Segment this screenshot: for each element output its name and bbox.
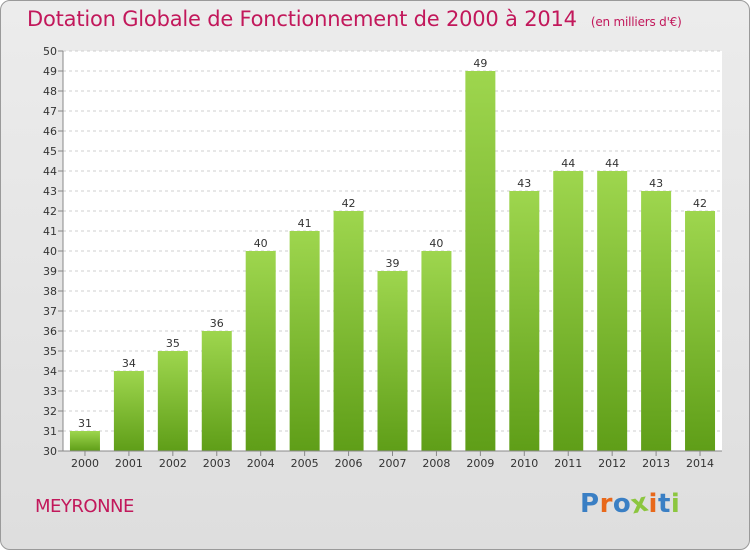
x-tick-label: 2011 bbox=[554, 457, 582, 470]
y-tick-label: 38 bbox=[43, 285, 57, 298]
bar-value-label: 42 bbox=[693, 197, 707, 210]
x-tick-label: 2007 bbox=[379, 457, 407, 470]
bar bbox=[289, 231, 320, 451]
bar-value-label: 40 bbox=[429, 237, 443, 250]
x-tick-label: 2009 bbox=[466, 457, 494, 470]
x-tick-label: 2008 bbox=[422, 457, 450, 470]
bar-value-label: 43 bbox=[649, 177, 663, 190]
y-tick-label: 44 bbox=[43, 165, 57, 178]
bar-value-label: 44 bbox=[605, 157, 619, 170]
bar-value-label: 42 bbox=[342, 197, 356, 210]
chart-title: Dotation Globale de Fonctionnement de 20… bbox=[27, 7, 682, 31]
bar bbox=[509, 191, 540, 451]
bar bbox=[465, 71, 496, 451]
bar-value-label: 34 bbox=[122, 357, 136, 370]
x-tick-label: 2014 bbox=[686, 457, 714, 470]
y-tick-label: 40 bbox=[43, 245, 57, 258]
bar-value-label: 41 bbox=[298, 217, 312, 230]
logo-letter: P bbox=[580, 489, 600, 519]
bar bbox=[553, 171, 584, 451]
bar-value-label: 31 bbox=[78, 417, 92, 430]
bar bbox=[201, 331, 232, 451]
y-tick-label: 45 bbox=[43, 145, 57, 158]
y-tick-label: 36 bbox=[43, 325, 57, 338]
x-tick-label: 2001 bbox=[115, 457, 143, 470]
y-tick-label: 42 bbox=[43, 205, 57, 218]
y-tick-label: 33 bbox=[43, 385, 57, 398]
y-tick-label: 32 bbox=[43, 405, 57, 418]
bar-value-label: 39 bbox=[386, 257, 400, 270]
bar bbox=[245, 251, 276, 451]
logo-letter: i bbox=[670, 489, 681, 519]
y-tick-label: 35 bbox=[43, 345, 57, 358]
commune-name: MEYRONNE bbox=[35, 496, 134, 517]
y-tick-label: 30 bbox=[43, 445, 57, 458]
x-tick-label: 2006 bbox=[335, 457, 363, 470]
x-tick-label: 2000 bbox=[71, 457, 99, 470]
bar bbox=[685, 211, 716, 451]
x-tick-label: 2010 bbox=[510, 457, 538, 470]
bar-value-label: 36 bbox=[210, 317, 224, 330]
chart-title-text: Dotation Globale de Fonctionnement de 20… bbox=[27, 7, 577, 31]
bar bbox=[597, 171, 628, 451]
logo-letter: i bbox=[648, 489, 658, 519]
y-tick-label: 48 bbox=[43, 85, 57, 98]
y-tick-label: 41 bbox=[43, 225, 57, 238]
y-tick-label: 34 bbox=[43, 365, 57, 378]
x-tick-label: 2002 bbox=[159, 457, 187, 470]
y-tick-label: 31 bbox=[43, 425, 57, 438]
x-tick-label: 2003 bbox=[203, 457, 231, 470]
logo-letter: o bbox=[612, 489, 632, 519]
y-axis: 30 31 32 33 34 35 36 37 38 39 40 41 42 43 44 45 46 47 48 49… bbox=[43, 45, 64, 458]
bar-value-label: 44 bbox=[561, 157, 575, 170]
x-tick-label: 2013 bbox=[642, 457, 670, 470]
y-tick-label: 43 bbox=[43, 185, 57, 198]
logo-letter: t bbox=[657, 489, 671, 519]
logo-letter: r bbox=[599, 489, 613, 519]
proxiti-logo: Proxiti bbox=[580, 488, 681, 521]
bar bbox=[113, 371, 144, 451]
bar bbox=[69, 431, 100, 451]
bar-value-label: 43 bbox=[517, 177, 531, 190]
x-axis: 2000 2001 2002 2003 2004 2005 2006 2007 2008 2009… bbox=[63, 450, 722, 470]
bar-value-label: 40 bbox=[254, 237, 268, 250]
y-tick-label: 49 bbox=[43, 65, 57, 78]
bar bbox=[421, 251, 452, 451]
y-tick-label: 50 bbox=[43, 45, 57, 58]
y-tick-label: 46 bbox=[43, 125, 57, 138]
bar bbox=[641, 191, 672, 451]
y-tick-label: 37 bbox=[43, 305, 57, 318]
x-tick-label: 2004 bbox=[247, 457, 275, 470]
bar bbox=[157, 351, 188, 451]
bar bbox=[377, 271, 408, 451]
x-tick-label: 2012 bbox=[598, 457, 626, 470]
bar-value-label: 35 bbox=[166, 337, 180, 350]
bar bbox=[333, 211, 364, 451]
y-tick-label: 39 bbox=[43, 265, 57, 278]
bar-value-label: 49 bbox=[473, 57, 487, 70]
y-tick-label: 47 bbox=[43, 105, 57, 118]
chart-subtitle: (en milliers d'€) bbox=[590, 15, 682, 29]
bars: 31 34 35 36 40 41 42 39 40 49 43 44 44 43 42 bbox=[69, 57, 716, 451]
x-tick-label: 2005 bbox=[291, 457, 319, 470]
